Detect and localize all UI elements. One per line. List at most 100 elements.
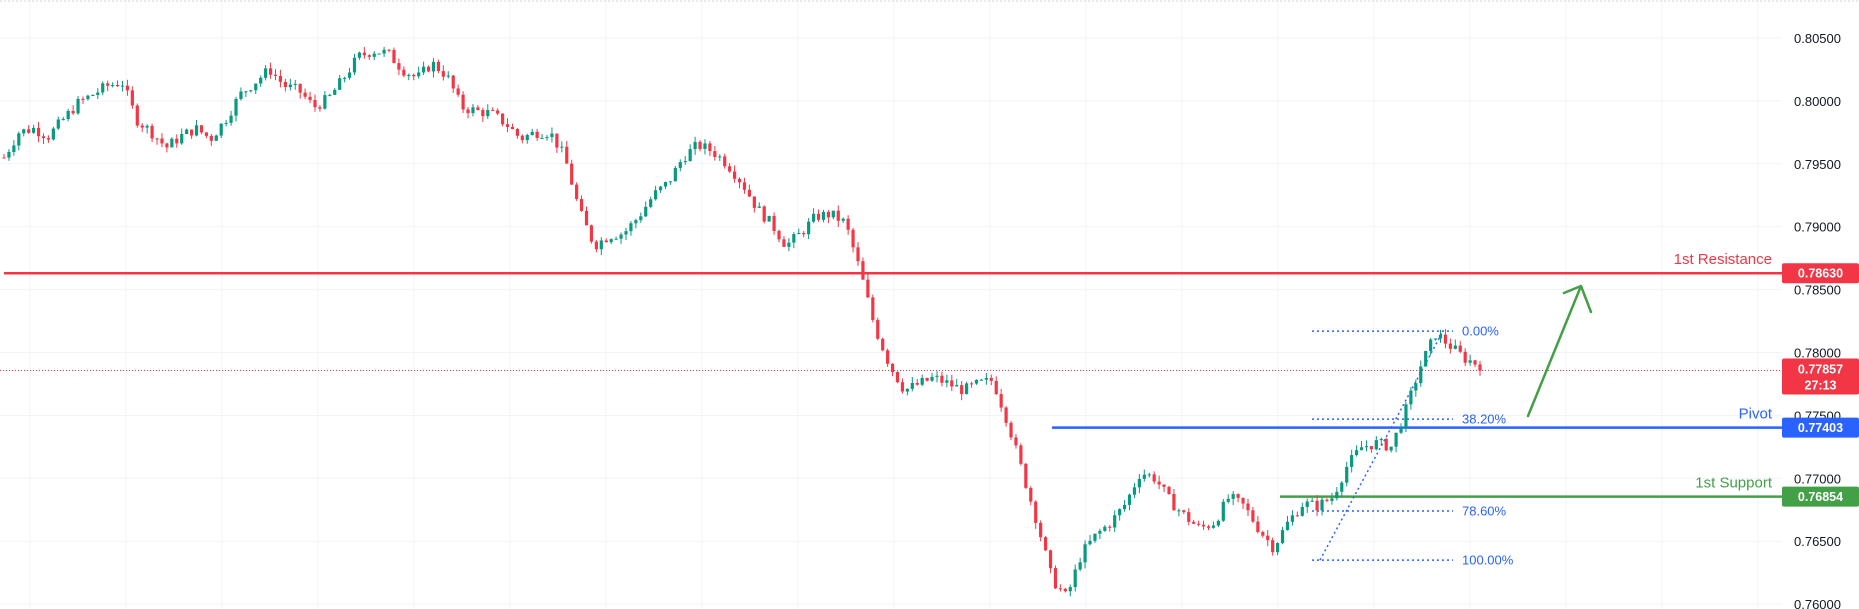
candle-body xyxy=(1103,526,1107,531)
candle-up xyxy=(965,381,969,395)
fib-level-label: 0.00% xyxy=(1462,324,1499,339)
candle-up xyxy=(1285,515,1290,531)
candle-up xyxy=(1118,508,1122,521)
candle-up xyxy=(1221,499,1225,522)
candle-up xyxy=(1113,510,1117,533)
candle-up xyxy=(214,134,218,141)
candle-up xyxy=(974,379,979,385)
candle-body xyxy=(792,234,796,243)
candle-body xyxy=(1320,499,1324,511)
candle-body xyxy=(841,218,845,221)
candle-up xyxy=(654,185,658,201)
candle-down xyxy=(1473,359,1477,368)
candle-down xyxy=(728,163,732,174)
candle-down xyxy=(1004,406,1008,427)
candle-down xyxy=(1206,524,1211,531)
candle-body xyxy=(313,100,317,108)
candle-down xyxy=(579,195,584,212)
candle-body xyxy=(861,261,865,280)
candle-up xyxy=(614,236,618,240)
candle-down xyxy=(392,47,396,64)
candle-down xyxy=(1463,348,1467,367)
projection-arrow[interactable] xyxy=(1526,284,1593,418)
fib-level-label: 78.60% xyxy=(1462,504,1507,519)
candle-body xyxy=(1290,515,1295,522)
candle-body xyxy=(421,66,426,73)
candle-down xyxy=(1172,489,1176,511)
candle-body xyxy=(1034,501,1038,523)
candle-down xyxy=(1448,338,1452,354)
candle-down xyxy=(115,80,120,88)
candle-down xyxy=(135,103,139,128)
candle-body xyxy=(347,72,352,78)
candle-body xyxy=(895,371,900,383)
candle-body xyxy=(1187,512,1191,522)
candle-up xyxy=(1409,387,1413,410)
candle-up xyxy=(703,139,707,155)
candle-up xyxy=(1300,502,1304,517)
candle-down xyxy=(500,113,505,127)
candle-down xyxy=(27,125,31,134)
price-axis[interactable]: 0.80500 0.80000 0.79500 0.79000 0.78500 0.780… xyxy=(1794,31,1841,609)
candle-body xyxy=(111,85,115,87)
candle-body xyxy=(821,211,826,220)
candle-down xyxy=(175,134,179,148)
candle-body xyxy=(550,133,554,138)
candle-down xyxy=(1271,537,1275,556)
candle-body xyxy=(979,379,984,381)
candle-body xyxy=(560,146,564,148)
badge-value: 0.77403 xyxy=(1798,421,1843,435)
candle-body xyxy=(713,151,717,157)
candle-body xyxy=(530,131,534,136)
candle-down xyxy=(782,236,786,248)
candle-down xyxy=(313,94,317,112)
candle-body xyxy=(1053,568,1058,589)
candle-body xyxy=(496,110,500,114)
candle-down xyxy=(570,159,574,186)
candle-down xyxy=(762,205,766,224)
candle-body xyxy=(1251,510,1255,522)
candle-body xyxy=(925,378,929,381)
candle-body xyxy=(772,215,776,231)
candle-body xyxy=(826,211,830,218)
candle-up xyxy=(234,96,238,122)
candle-body xyxy=(199,125,204,133)
candle-down xyxy=(1053,565,1058,590)
candle-body xyxy=(1201,524,1206,527)
candle-body xyxy=(614,238,618,240)
candle-body xyxy=(106,83,110,86)
candle-down xyxy=(1009,420,1013,441)
candle-body xyxy=(101,83,105,93)
candle-body xyxy=(881,338,885,351)
candle-body xyxy=(520,135,524,141)
candle-down xyxy=(723,153,727,169)
candle-body xyxy=(846,218,850,230)
candle-up xyxy=(1374,436,1378,451)
candle-up xyxy=(683,156,687,165)
candle-up xyxy=(86,94,90,101)
candle-body xyxy=(372,53,376,57)
candle-body xyxy=(1335,491,1339,499)
candle-down xyxy=(589,224,594,244)
candle-body xyxy=(81,98,85,100)
fibonacci-retracement[interactable]: 0.00% 38.20% 78.60% 100.00% xyxy=(1312,324,1514,568)
candle-down xyxy=(876,317,880,341)
candle-down xyxy=(1201,520,1206,530)
candle-down xyxy=(1019,443,1023,466)
candle-body xyxy=(890,363,895,372)
candle-up xyxy=(145,124,149,134)
level-lines: 1st Resistance Pivot 1st Support xyxy=(4,251,1782,498)
candle-up xyxy=(1310,498,1314,502)
candle-up xyxy=(254,83,258,95)
candle-body xyxy=(1404,404,1408,428)
y-tick-label: 0.78000 xyxy=(1794,346,1841,361)
candle-up xyxy=(352,53,357,75)
candle-body xyxy=(185,129,189,135)
candle-up xyxy=(66,108,70,122)
candle-body xyxy=(535,131,539,139)
candle-body xyxy=(1280,530,1285,544)
candle-body xyxy=(1340,482,1344,492)
y-tick-label: 0.79000 xyxy=(1794,220,1841,235)
candle-up xyxy=(1354,445,1359,457)
